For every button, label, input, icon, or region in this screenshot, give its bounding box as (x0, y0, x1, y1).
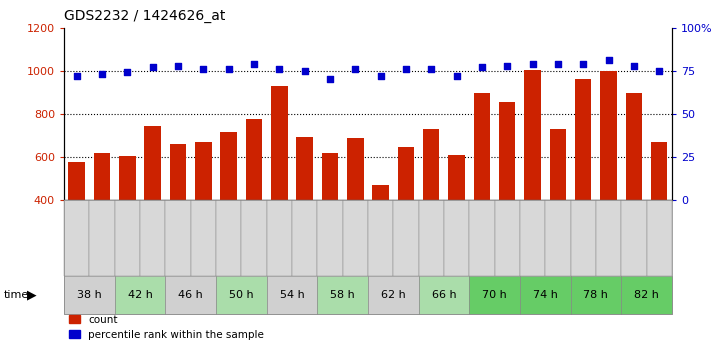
Text: 54 h: 54 h (279, 290, 304, 300)
Text: 58 h: 58 h (330, 290, 355, 300)
Text: ▶: ▶ (27, 288, 37, 302)
Bar (195, 142, 212, 200)
Point (274, 66, 285, 72)
Bar (373, 185, 389, 200)
Point (223, 66, 235, 72)
Point (324, 77, 336, 82)
Bar (347, 138, 363, 200)
Bar (626, 93, 642, 200)
Text: 50 h: 50 h (229, 290, 254, 300)
Bar (499, 102, 515, 200)
Bar (575, 79, 592, 200)
Legend: count, percentile rank within the sample: count, percentile rank within the sample (69, 315, 264, 340)
Point (577, 61, 589, 67)
Bar (423, 128, 439, 200)
Bar (144, 126, 161, 200)
Text: GDS2232 / 1424626_at: GDS2232 / 1424626_at (64, 9, 225, 23)
Point (147, 65, 159, 70)
Bar (246, 119, 262, 200)
Text: 66 h: 66 h (432, 290, 456, 300)
Bar (220, 131, 237, 200)
Point (248, 61, 260, 67)
Text: 70 h: 70 h (482, 290, 507, 300)
Point (96, 71, 107, 77)
Text: 82 h: 82 h (634, 290, 659, 300)
Point (299, 68, 310, 73)
Bar (271, 86, 287, 200)
Point (71, 73, 82, 79)
Text: 78 h: 78 h (584, 290, 609, 300)
Point (122, 70, 133, 75)
Point (603, 58, 614, 63)
Bar (449, 155, 465, 200)
Bar (524, 70, 541, 200)
Bar (550, 129, 566, 200)
Point (527, 61, 538, 67)
Bar (94, 152, 110, 200)
Text: 38 h: 38 h (77, 290, 102, 300)
Point (476, 65, 488, 70)
Text: 74 h: 74 h (533, 290, 557, 300)
Point (350, 66, 361, 72)
Point (501, 63, 513, 68)
Bar (68, 162, 85, 200)
Point (552, 61, 564, 67)
Bar (474, 93, 490, 200)
Point (629, 63, 640, 68)
Point (451, 73, 462, 79)
Bar (397, 147, 415, 200)
Bar (651, 142, 668, 200)
Point (172, 63, 183, 68)
Text: 62 h: 62 h (381, 290, 406, 300)
Point (375, 73, 386, 79)
Text: 46 h: 46 h (178, 290, 203, 300)
Point (400, 66, 412, 72)
Bar (170, 144, 186, 200)
Bar (600, 71, 617, 200)
Bar (296, 137, 313, 200)
Point (426, 66, 437, 72)
Point (198, 66, 209, 72)
Text: time: time (4, 290, 29, 300)
Bar (321, 152, 338, 200)
Text: 42 h: 42 h (127, 290, 152, 300)
Bar (119, 156, 136, 200)
Point (653, 68, 665, 73)
